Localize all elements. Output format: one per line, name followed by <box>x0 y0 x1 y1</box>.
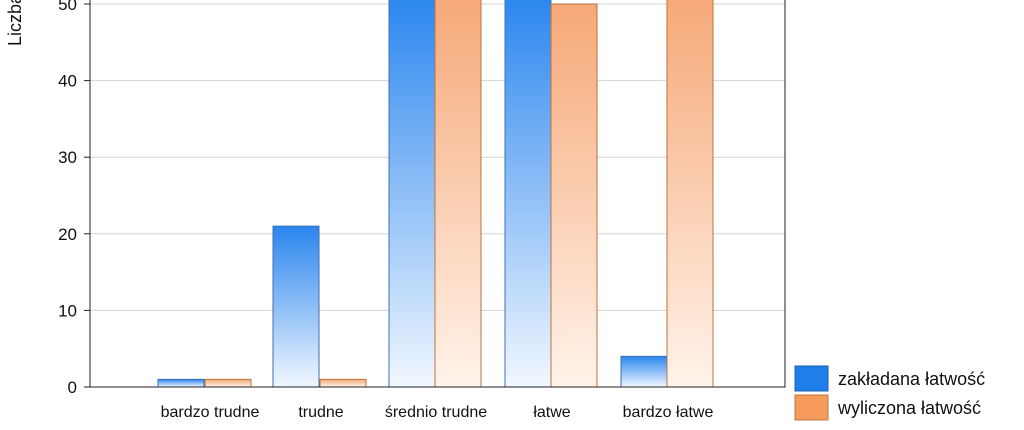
x-category-label: bardzo trudne <box>161 404 260 421</box>
legend-label: wyliczona łatwość <box>837 398 981 418</box>
bar-wyliczona-2 <box>434 0 482 388</box>
y-tick-label: 50 <box>58 0 77 14</box>
y-tick-label: 40 <box>58 72 77 91</box>
legend: zakładana łatwość wyliczona łatwość <box>794 365 985 421</box>
y-tick-label: 20 <box>58 225 77 244</box>
bar-zakladana-0 <box>157 378 205 388</box>
x-category-label: trudne <box>298 404 343 421</box>
y-axis-ticks: 0 10 20 30 40 50 <box>58 0 90 397</box>
bar-wyliczona-4 <box>666 0 714 388</box>
legend-label: zakładana łatwość <box>838 369 985 389</box>
bar-wyliczona-3 <box>550 3 598 388</box>
bar-zakladana-1 <box>272 225 320 388</box>
plot-frame <box>89 0 786 388</box>
x-axis-categories: bardzo trudne trudne średnio trudne łatwe ba… <box>161 404 714 421</box>
bar-zakladana-4 <box>620 355 668 388</box>
bars <box>157 0 714 388</box>
x-category-label: łatwe <box>533 404 570 421</box>
bar-zakladana-2 <box>388 0 436 388</box>
bar-wyliczona-0 <box>204 378 252 388</box>
y-axis-label: Liczba <box>5 0 25 46</box>
y-tick-label: 10 <box>58 301 77 320</box>
x-category-label: bardzo łatwe <box>623 404 714 421</box>
x-category-label: średnio trudne <box>385 404 487 421</box>
y-tick-label: 0 <box>68 378 77 397</box>
legend-swatch <box>794 365 829 392</box>
bar-wyliczona-1 <box>319 378 367 388</box>
y-tick-label: 30 <box>58 148 77 167</box>
bar-zakladana-3 <box>504 0 552 388</box>
legend-swatch <box>794 394 829 421</box>
